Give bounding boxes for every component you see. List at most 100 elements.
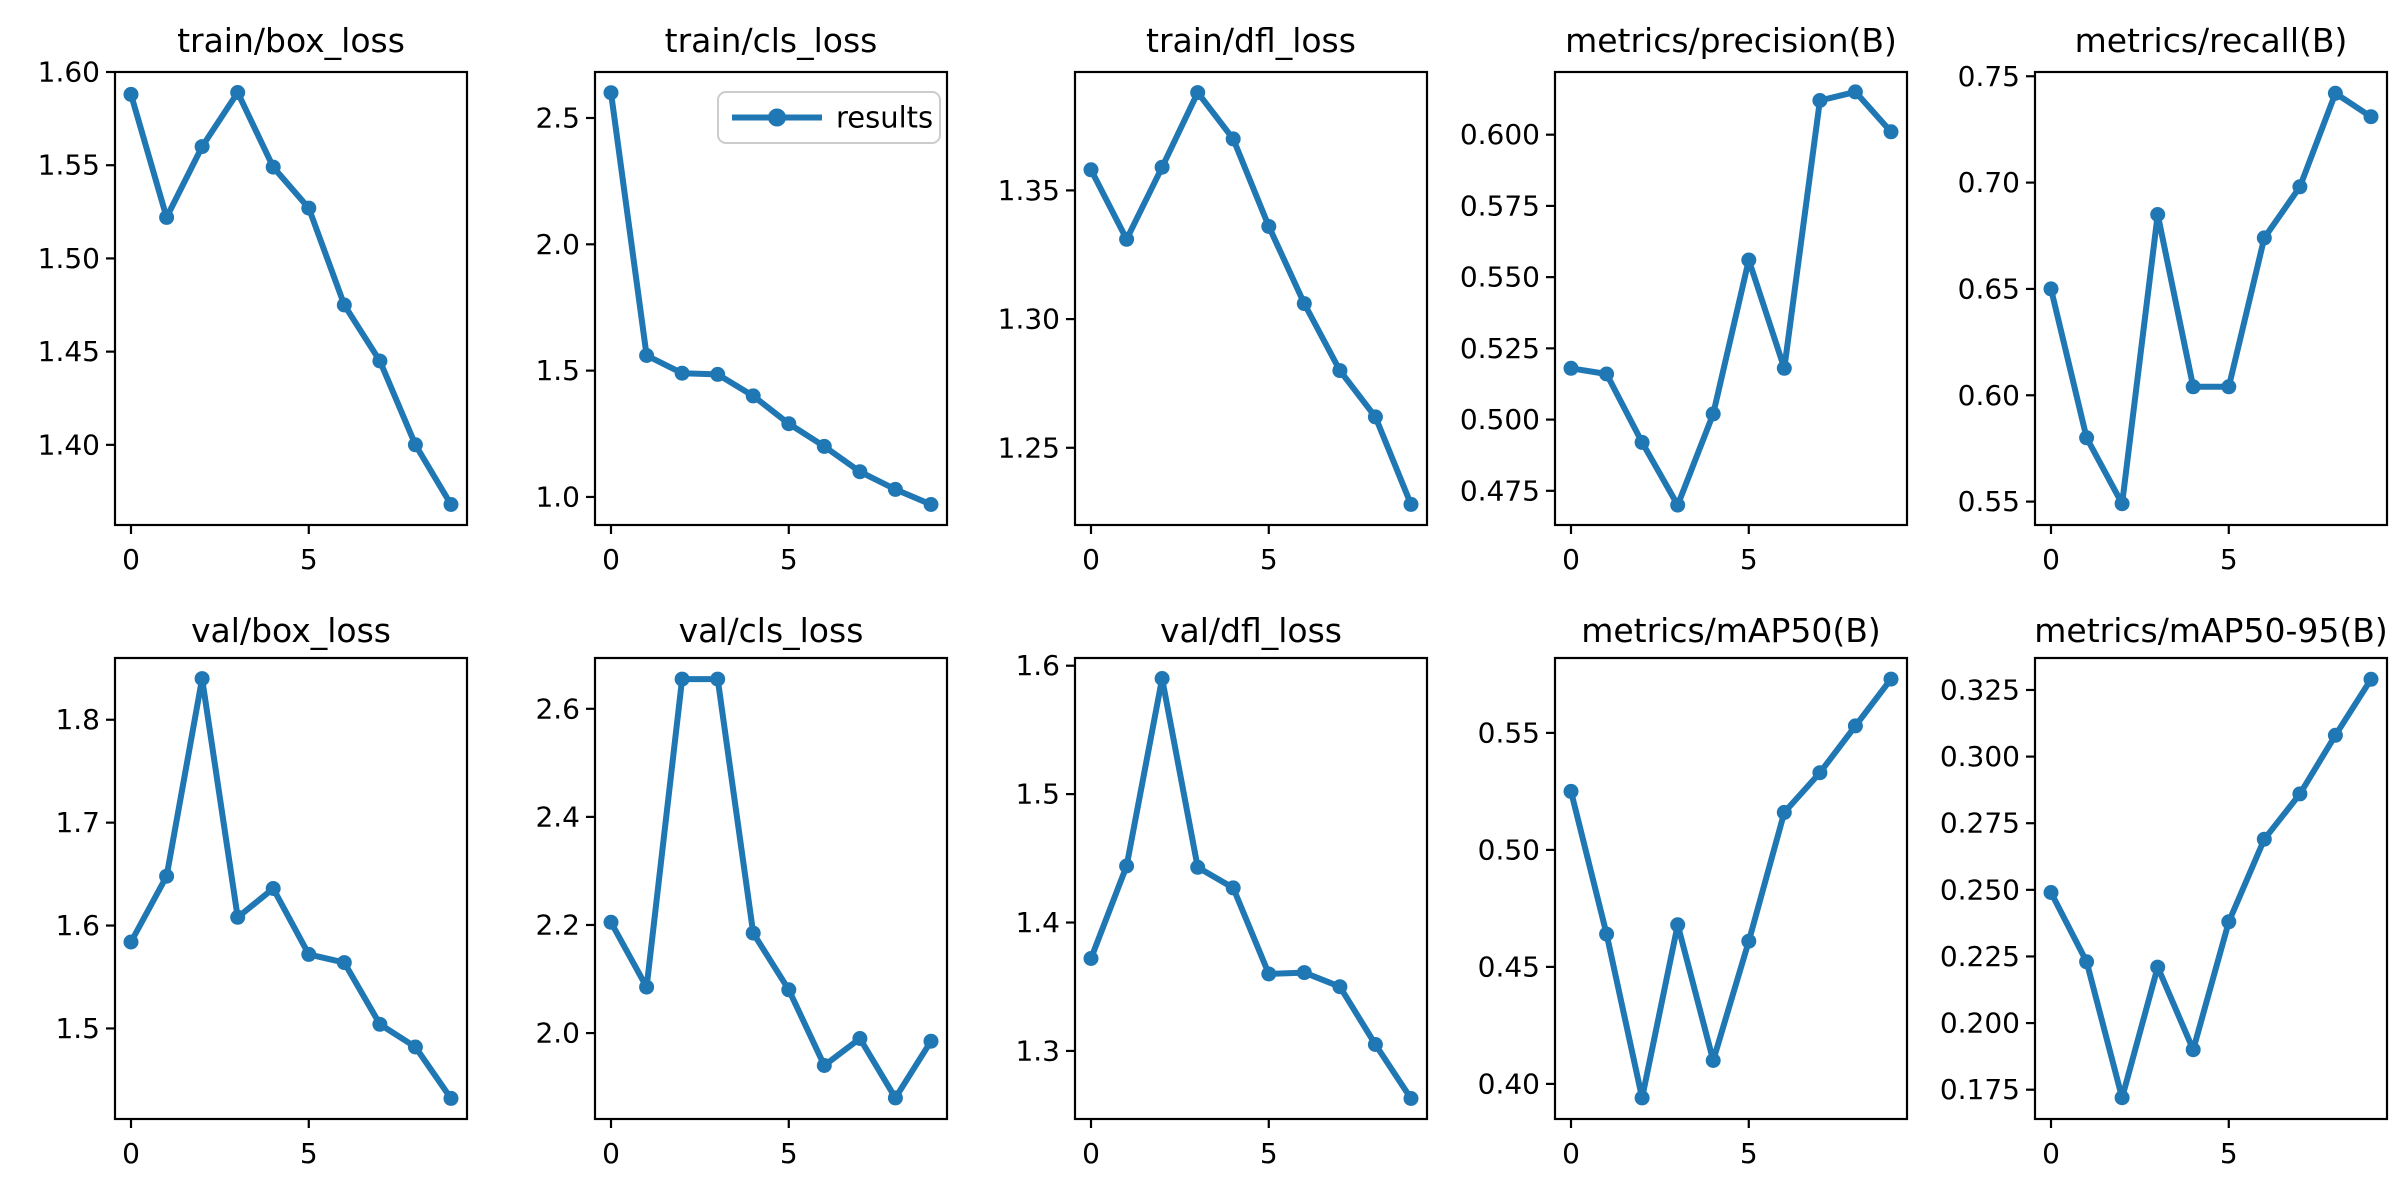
data-point-marker <box>1776 804 1792 820</box>
y-tick-label: 2.0 <box>535 228 580 261</box>
data-point-marker <box>265 159 281 175</box>
subplot-cell-metrics-map50-b: 0.40 0.45 0.50 0.55 0 5 metrics/mAP50(B) <box>1440 600 1920 1200</box>
y-tick-label: 0.500 <box>1460 403 1540 436</box>
y-tick-label: 1.5 <box>55 1012 100 1045</box>
y-tick-label: 0.40 <box>1478 1067 1540 1100</box>
data-point-marker <box>674 671 690 687</box>
subplot-cell-val-dfl-loss: 1.3 1.4 1.5 1.6 0 5 val/dfl_loss <box>960 600 1440 1200</box>
subplot-title: val/box_loss <box>191 611 391 650</box>
x-tick-label: 0 <box>1562 543 1580 576</box>
data-point-marker <box>443 497 459 512</box>
data-point-marker <box>603 85 619 101</box>
data-point-marker <box>887 1090 903 1106</box>
data-point-marker <box>230 85 246 100</box>
data-point-marker <box>745 925 761 941</box>
subplot-metrics-precision-b: 0.475 0.500 0.525 0.550 0.575 0.600 0 5 metrics/… <box>1460 21 1909 576</box>
data-point-marker <box>1599 366 1615 382</box>
axes-spines <box>1073 656 1429 1121</box>
legend-box <box>717 91 941 144</box>
data-point-marker <box>1261 218 1277 234</box>
y-tick-label: 2.5 <box>535 101 580 134</box>
y-tick-label: 2.2 <box>535 908 580 941</box>
x-tick-label: 0 <box>1082 543 1100 576</box>
legend: results <box>717 91 941 144</box>
y-tick-label: 0.300 <box>1940 740 2020 773</box>
subplot-train-dfl-loss: 1.25 1.30 1.35 0 5 train/dfl_loss <box>998 21 1429 576</box>
subplot-val-dfl-loss: 1.3 1.4 1.5 1.6 0 5 val/dfl_loss <box>1015 611 1429 1170</box>
data-point-marker <box>230 909 246 925</box>
data-point-marker <box>2150 959 2166 975</box>
data-point-marker <box>816 438 832 454</box>
subplot-val-cls-loss: 2.0 2.2 2.4 2.6 0 5 val/cls_loss <box>535 611 949 1170</box>
data-point-marker <box>887 481 903 497</box>
y-tick-label: 1.35 <box>998 174 1060 207</box>
y-tick-label: 0.325 <box>1940 673 2020 706</box>
subplot-metrics-recall-b: 0.55 0.60 0.65 0.70 0.75 0 5 metrics/recall(B) <box>1958 21 2389 576</box>
y-tick-label: 1.5 <box>1015 778 1060 811</box>
subplot-cell-metrics-map50-95-b: 0.175 0.200 0.225 0.250 0.275 0.300 0.325 0 5 met… <box>1920 600 2400 1200</box>
data-point-marker <box>639 348 655 363</box>
subplot-metrics-map50-b: 0.40 0.45 0.50 0.55 0 5 metrics/mAP50(B) <box>1478 611 1909 1170</box>
results-line <box>1568 88 1894 509</box>
y-tick-label: 1.5 <box>535 354 580 387</box>
data-point-marker <box>443 1090 459 1106</box>
axes-spines <box>113 70 469 527</box>
data-point-marker <box>1225 131 1241 147</box>
data-point-marker <box>2327 727 2343 743</box>
y-tick-label: 0.275 <box>1940 807 2020 840</box>
y-tick-label: 0.75 <box>1958 60 2020 93</box>
data-point-marker <box>710 366 726 382</box>
y-tick-label: 0.575 <box>1460 189 1540 222</box>
data-point-marker <box>2256 831 2272 847</box>
legend-marker-sample <box>768 108 786 127</box>
y-tick-label: 2.4 <box>535 800 580 833</box>
x-tick-label: 0 <box>2042 1137 2060 1170</box>
y-tick-label: 1.45 <box>38 335 100 368</box>
subplot-cell-val-box-loss: 1.5 1.6 1.7 1.8 0 5 val/box_loss <box>0 600 480 1200</box>
y-tick-label: 1.30 <box>998 303 1060 336</box>
subplot-title: train/cls_loss <box>665 21 878 60</box>
y-tick-label: 0.200 <box>1940 1007 2020 1040</box>
subplot-metrics-map50-95-b: 0.175 0.200 0.225 0.250 0.275 0.300 0.325 0 5 met… <box>1940 611 2389 1170</box>
data-point-marker <box>2114 496 2130 512</box>
data-point-marker <box>1847 718 1863 734</box>
y-tick-label: 0.60 <box>1958 379 2020 412</box>
data-point-marker <box>1083 951 1099 966</box>
data-point-marker <box>745 388 761 404</box>
results-line <box>608 676 934 1101</box>
data-point-marker <box>923 497 939 512</box>
y-tick-label: 1.6 <box>1015 649 1060 682</box>
y-tick-label: 0.550 <box>1460 261 1540 294</box>
x-tick-label: 5 <box>2220 543 2238 576</box>
subplot-title: train/box_loss <box>177 21 405 60</box>
data-point-marker <box>1670 917 1686 933</box>
x-tick-label: 0 <box>2042 543 2060 576</box>
y-tick-label: 1.50 <box>38 242 100 275</box>
data-point-marker <box>1296 296 1312 312</box>
subplot-title: train/dfl_loss <box>1146 21 1356 60</box>
data-point-marker <box>372 1016 388 1032</box>
data-point-marker <box>1599 926 1615 942</box>
y-tick-label: 1.3 <box>1015 1034 1060 1067</box>
subplot-cell-metrics-precision-b: 0.475 0.500 0.525 0.550 0.575 0.600 0 5 metrics/… <box>1440 0 1920 600</box>
data-point-marker <box>603 914 619 930</box>
data-point-marker <box>1883 671 1899 687</box>
x-tick-label: 0 <box>122 1137 140 1170</box>
data-point-marker <box>1847 84 1863 100</box>
axes-spines <box>1553 70 1909 527</box>
data-point-marker <box>2221 914 2237 930</box>
data-point-marker <box>816 1058 832 1073</box>
data-point-marker <box>2256 230 2272 246</box>
results-line <box>128 675 454 1102</box>
data-point-marker <box>1296 965 1312 981</box>
data-point-marker <box>1812 765 1828 781</box>
y-tick-label: 1.25 <box>998 431 1060 464</box>
data-point-marker <box>2185 1042 2201 1058</box>
x-tick-label: 5 <box>2220 1137 2238 1170</box>
data-point-marker <box>1332 979 1348 995</box>
y-tick-label: 1.60 <box>38 56 100 89</box>
data-point-marker <box>407 1039 423 1055</box>
data-point-marker <box>852 464 868 480</box>
data-point-marker <box>674 365 690 381</box>
data-point-marker <box>1563 360 1579 376</box>
